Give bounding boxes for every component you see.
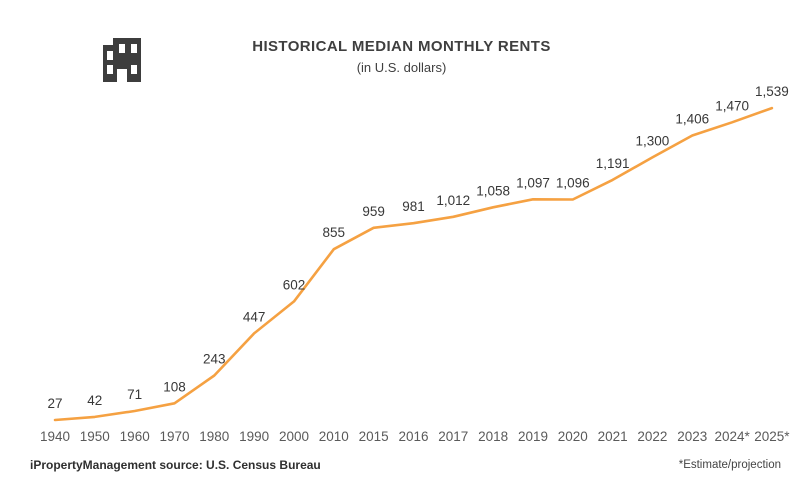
data-point-label: 447	[243, 309, 266, 324]
x-axis-tick-label: 1950	[80, 429, 110, 444]
data-point-label: 71	[127, 387, 142, 402]
chart-subtitle: (in U.S. dollars)	[356, 60, 447, 75]
x-axis-tick-label: 2020	[558, 429, 588, 444]
data-point-label: 42	[87, 393, 102, 408]
data-point-label: 1,191	[596, 156, 630, 171]
x-axis-tick-label: 2018	[478, 429, 508, 444]
x-axis-tick-label: 2024*	[714, 429, 750, 444]
chart-title: HISTORICAL MEDIAN MONTHLY RENTS	[252, 38, 551, 55]
x-axis-tick-label: 2017	[438, 429, 468, 444]
data-point-label: 1,470	[715, 98, 749, 113]
data-point-label: 981	[402, 199, 425, 214]
data-point-label: 108	[163, 379, 186, 394]
data-point-label: 959	[362, 204, 385, 219]
chart-header: HISTORICAL MEDIAN MONTHLY RENTS (in U.S.…	[0, 38, 803, 75]
data-point-label: 243	[203, 352, 226, 367]
data-point-label: 1,539	[755, 84, 789, 99]
rent-trend-line	[53, 106, 774, 422]
x-axis-tick-label: 2025*	[754, 429, 790, 444]
building-icon	[103, 38, 141, 82]
x-axis-tick-label: 2000	[279, 429, 309, 444]
x-axis-tick-label: 2010	[319, 429, 349, 444]
x-axis-tick-label: 1970	[159, 429, 189, 444]
data-point-label: 1,097	[516, 175, 550, 190]
x-axis-tick-label: 2019	[518, 429, 548, 444]
data-point-label: 1,096	[556, 176, 590, 191]
data-point-label: 855	[323, 225, 346, 240]
x-axis-tick-label: 2023	[677, 429, 707, 444]
estimate-note: *Estimate/projection	[678, 459, 781, 471]
x-axis-tick-label: 1990	[239, 429, 269, 444]
x-axis-tick-label: 1980	[199, 429, 229, 444]
x-axis-tick-label: 2021	[598, 429, 628, 444]
data-point-label: 1,012	[436, 193, 470, 208]
data-point-label: 27	[47, 396, 62, 411]
data-point-label: 1,058	[476, 183, 510, 198]
data-point-label: 602	[283, 277, 306, 292]
data-point-label: 1,406	[675, 112, 709, 127]
x-axis-tick-label: 1940	[40, 429, 70, 444]
x-axis-tick-label: 2022	[637, 429, 667, 444]
x-axis-tick-label: 2015	[359, 429, 389, 444]
source-attribution: iPropertyManagement source: U.S. Census …	[30, 458, 321, 472]
x-axis-tick-label: 1960	[120, 429, 150, 444]
data-point-label: 1,300	[636, 133, 670, 148]
x-axis-tick-label: 2016	[398, 429, 428, 444]
